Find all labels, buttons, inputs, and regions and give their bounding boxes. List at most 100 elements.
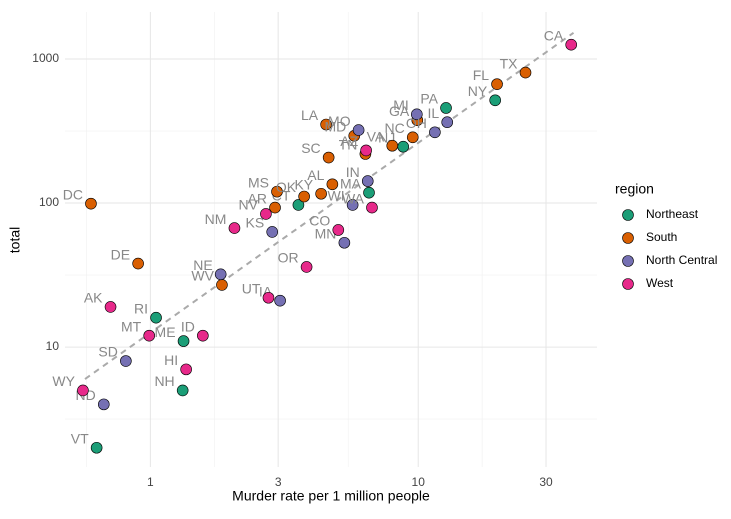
- point-label: MD: [324, 118, 346, 134]
- point-label: DC: [63, 186, 83, 202]
- point: [491, 78, 503, 90]
- point-label: MA: [340, 175, 362, 191]
- legend-marker: [622, 232, 634, 244]
- point-label: AL: [307, 167, 324, 183]
- point: [90, 441, 103, 454]
- point-label: KS: [246, 215, 265, 231]
- point: [320, 118, 332, 131]
- point: [332, 224, 345, 236]
- point: [429, 126, 441, 139]
- point: [262, 291, 275, 304]
- point-label: RI: [134, 300, 148, 316]
- point: [120, 355, 132, 367]
- point-label: KY: [294, 176, 313, 192]
- x-tick-label: 3: [275, 475, 282, 489]
- point: [177, 335, 190, 347]
- point-label: NM: [205, 211, 227, 227]
- point-label: MN: [315, 225, 337, 241]
- legend-marker: [622, 255, 634, 267]
- point: [197, 329, 209, 342]
- x-tick-label: 10: [412, 475, 426, 489]
- point: [315, 187, 327, 200]
- point: [366, 201, 378, 214]
- point-label: TN: [339, 137, 358, 153]
- point-label: WV: [191, 268, 214, 284]
- point-label: CA: [544, 27, 564, 43]
- point: [77, 384, 89, 397]
- point-label: OR: [278, 250, 299, 266]
- point-label: CO: [309, 213, 330, 229]
- point: [322, 151, 335, 164]
- point: [274, 294, 286, 307]
- point: [97, 398, 110, 411]
- point-label: ME: [155, 324, 176, 340]
- point-label: NH: [154, 373, 174, 389]
- point-label: LA: [301, 107, 319, 123]
- point: [266, 226, 279, 238]
- point-label: NV: [238, 197, 258, 213]
- point-label: VA: [367, 128, 385, 144]
- point-label: HI: [164, 352, 178, 368]
- point-label: ID: [181, 318, 195, 334]
- point: [519, 66, 532, 79]
- point: [440, 102, 452, 114]
- point-label: IN: [346, 164, 360, 180]
- legend-label: South: [646, 230, 677, 244]
- point-label: MT: [121, 318, 142, 334]
- point-label: WI: [328, 188, 345, 204]
- point: [150, 311, 162, 324]
- point-label: AK: [84, 290, 103, 306]
- point: [565, 38, 577, 51]
- point-label: PA: [420, 91, 438, 107]
- point-label: SD: [98, 344, 117, 360]
- point: [363, 186, 375, 199]
- point: [214, 268, 227, 281]
- point-label: VT: [71, 430, 89, 446]
- point: [441, 116, 454, 129]
- y-tick-label: 1000: [32, 51, 59, 65]
- point-label: UT: [242, 280, 261, 296]
- point: [352, 124, 365, 136]
- point: [132, 257, 144, 270]
- point: [260, 208, 272, 220]
- point-label: WA: [342, 190, 365, 206]
- point: [228, 222, 241, 234]
- point-label: GA: [389, 103, 410, 119]
- point-label: NE: [193, 257, 212, 273]
- point-label: MS: [248, 174, 269, 190]
- point: [300, 261, 313, 273]
- point: [143, 329, 156, 342]
- legend-label: North Central: [646, 253, 717, 267]
- x-axis-title: Murder rate per 1 million people: [232, 488, 430, 504]
- point: [176, 384, 189, 397]
- point: [216, 279, 228, 291]
- point: [406, 131, 419, 144]
- legend-title: region: [615, 181, 654, 197]
- point: [326, 178, 339, 191]
- point-label: OH: [406, 115, 427, 131]
- point: [85, 197, 97, 210]
- point: [298, 190, 310, 203]
- legend-label: West: [646, 276, 674, 290]
- point-label: NY: [468, 83, 488, 99]
- point-label: NC: [385, 120, 405, 136]
- point-label: TX: [500, 55, 519, 71]
- point: [271, 185, 283, 198]
- point: [411, 108, 423, 121]
- point-label: MI: [393, 97, 409, 113]
- y-tick-label: 100: [39, 195, 59, 209]
- point: [360, 144, 372, 157]
- point-label: OK: [276, 179, 297, 195]
- legend-label: Northeast: [646, 207, 699, 221]
- point: [180, 363, 192, 376]
- point: [338, 236, 351, 249]
- x-tick-label: 1: [147, 475, 154, 489]
- x-tick-label: 30: [539, 475, 553, 489]
- point: [104, 301, 117, 313]
- legend-marker: [622, 209, 634, 221]
- point: [346, 199, 359, 211]
- point: [489, 94, 501, 107]
- point: [386, 139, 399, 152]
- point: [269, 201, 281, 214]
